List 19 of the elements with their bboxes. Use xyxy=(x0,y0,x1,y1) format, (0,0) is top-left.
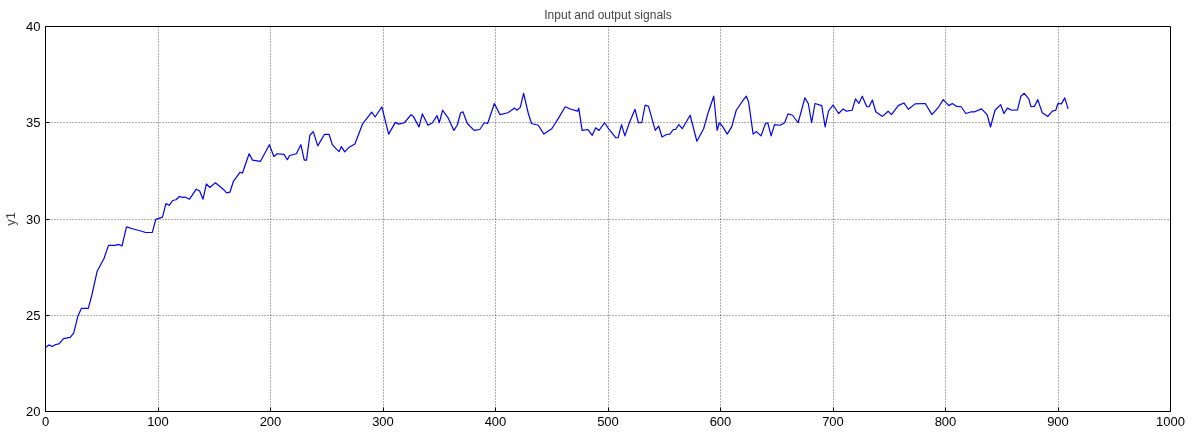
x-tick-label: 900 xyxy=(1047,413,1069,429)
x-tick-label: 800 xyxy=(934,413,957,429)
y-tick-label: 20 xyxy=(26,404,41,419)
x-tick-label: 1000 xyxy=(1156,413,1185,429)
x-tick-label: 700 xyxy=(822,413,844,429)
x-tick-label: 600 xyxy=(709,413,732,429)
y-tick-label: 25 xyxy=(26,307,41,323)
chart-title: Input and output signals xyxy=(544,7,672,22)
x-tick-label: 500 xyxy=(597,413,619,429)
y-axis-title: y1 xyxy=(3,212,19,226)
x-tick-label: 0 xyxy=(41,413,50,429)
x-tick-label: 400 xyxy=(484,413,507,429)
y-tick-label: 40 xyxy=(26,19,41,34)
y-tick-label: 30 xyxy=(26,211,41,227)
y-tick-label: 35 xyxy=(26,115,41,131)
line-series xyxy=(45,92,1069,348)
x-tick-label: 100 xyxy=(147,413,169,429)
x-tick-label: 200 xyxy=(259,413,282,429)
x-tick-label: 300 xyxy=(372,413,394,429)
